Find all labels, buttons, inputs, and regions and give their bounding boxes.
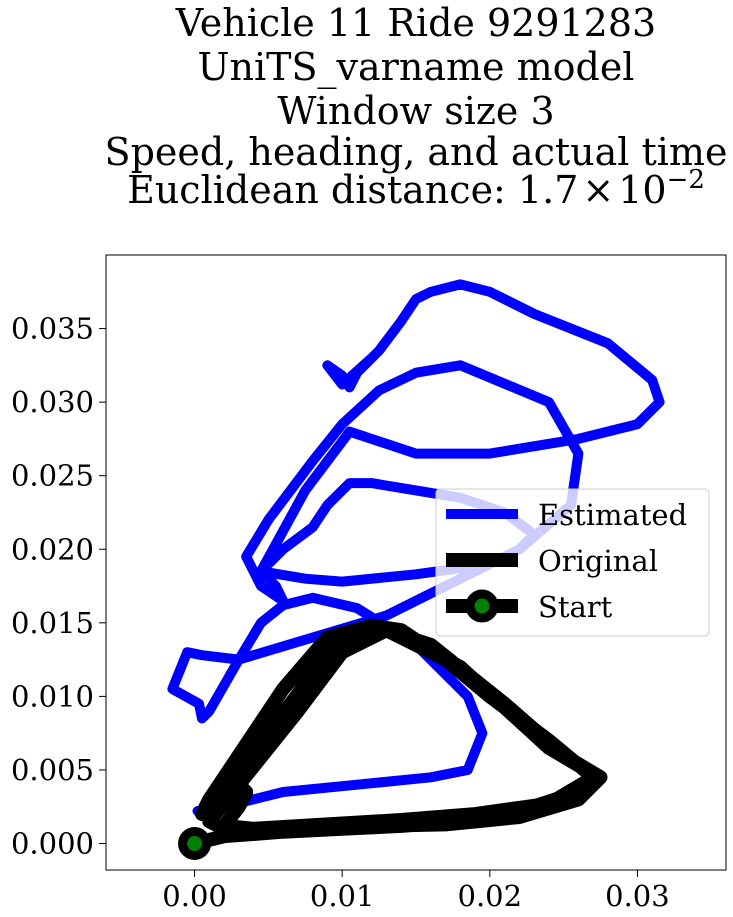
chart-title: Vehicle 11 Ride 9291283 UniTS_varname mo… — [105, 1, 728, 212]
x-tick-label: 0.00 — [162, 879, 227, 913]
y-tick-label: 0.000 — [11, 827, 94, 861]
x-tick-label: 0.01 — [310, 879, 375, 913]
y-tick-label: 0.020 — [11, 532, 94, 566]
y-tick-label: 0.010 — [11, 679, 94, 713]
y-tick-label: 0.005 — [11, 753, 94, 787]
series-layer — [167, 279, 665, 851]
y-tick-label: 0.025 — [11, 459, 94, 493]
title-distance-prefix: Euclidean distance: 1.7 — [127, 168, 578, 212]
plot-area — [105, 254, 727, 871]
y-axis: 0.000 0.005 0.010 0.015 0.020 0.025 0.030 0.035 — [11, 312, 106, 861]
x-tick-label: 0.03 — [605, 879, 670, 913]
title-line-1: Vehicle 11 Ride 9291283 — [175, 1, 656, 45]
title-line-4: Speed, heading, and actual time — [105, 130, 728, 174]
y-tick-label: 0.030 — [11, 385, 94, 419]
title-distance-exponent: −2 — [667, 165, 705, 195]
title-distance-base: 10 — [618, 168, 666, 212]
marker-layer — [178, 827, 212, 861]
start-point-marker — [178, 827, 212, 861]
legend-estimated-label: Estimated — [538, 498, 687, 532]
x-axis: 0.00 0.01 0.02 0.03 — [162, 870, 670, 913]
x-tick-label: 0.02 — [458, 879, 523, 913]
title-line-5: Euclidean distance: 1.7 × 10−2 — [127, 165, 705, 212]
title-line-2: UniTS_varname model — [198, 45, 635, 90]
title-line-3: Window size 3 — [277, 89, 554, 133]
y-tick-label: 0.035 — [11, 312, 94, 346]
legend-original-label: Original — [538, 544, 658, 578]
legend-start-label: Start — [538, 590, 613, 624]
series-line-estimated — [167, 279, 665, 817]
legend-start-marker — [465, 589, 499, 623]
y-tick-label: 0.015 — [11, 606, 94, 640]
legend: Estimated Original Start — [435, 488, 710, 637]
plot-frame — [105, 254, 727, 871]
series-line-original — [187, 618, 608, 851]
title-distance-times: × — [582, 168, 614, 212]
